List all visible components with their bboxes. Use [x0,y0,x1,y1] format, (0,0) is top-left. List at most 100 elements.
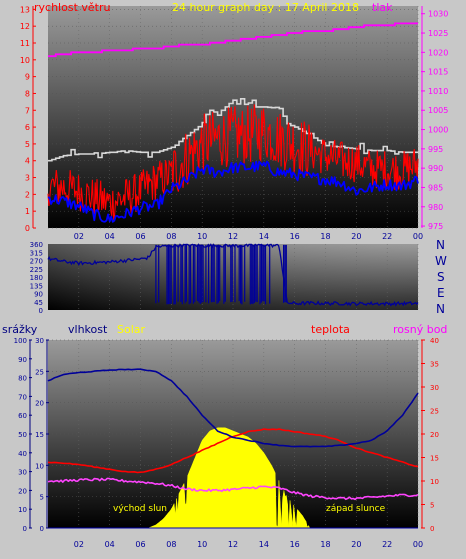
wind-speed-tick: 1 [25,207,30,216]
wind-speed-tick: 9 [25,73,30,82]
wind-speed-tick: 11 [20,39,30,48]
x-tick-label: 04 [105,232,115,241]
x-tick-label: 16 [290,540,300,549]
wind-speed-tick: 4 [25,157,30,166]
wind-speed-tick: 7 [25,106,30,115]
x-tick-label: 14 [259,540,269,549]
humidity-tick: 30 [35,337,44,345]
humidity-tick: 0 [40,525,44,533]
rain-tick: 30 [18,469,27,477]
rain-tick: 10 [18,506,27,514]
x-tick-label: 12 [228,540,238,549]
x-tick-label: 22 [382,232,392,241]
x-tick-label: 00 [413,232,423,241]
solar-axis-title: Solar [117,323,146,336]
direction-tick: 45 [34,299,43,307]
x-tick-label: 22 [382,540,392,549]
direction-tick: 225 [30,266,43,274]
x-tick-label: 10 [197,232,207,241]
x-tick-label: 18 [320,232,330,241]
rain-tick: 40 [18,450,27,458]
dir-label-n-bottom: N [436,302,445,316]
pressure-tick: 1015 [428,68,448,77]
pressure-tick: 1005 [428,106,448,115]
wind-speed-tick: 10 [20,56,30,65]
wind-direction-series [47,243,419,307]
wind-speed-series [47,104,419,221]
dir-label-e: E [437,286,445,300]
x-tick-label: 18 [320,540,330,549]
x-tick-label: 20 [351,540,361,549]
wind-speed-tick: 6 [25,123,30,132]
temperature-tick: 10 [430,478,439,486]
x-tick-label: 00 [413,540,423,549]
pressure-tick: 995 [428,145,443,154]
pressure-series [48,22,418,58]
wind-speed-tick: 0 [25,224,30,233]
chart-title: 24 hour graph day : 17 April 2018 [172,1,359,14]
x-tick-label: 12 [228,232,238,241]
rain-axis-title: srážky [2,323,38,336]
humidity-axis-title: vlhkost [68,323,108,336]
temperature-tick: 25 [430,408,439,416]
rain-tick: 70 [18,393,27,401]
wind-speed-tick: 13 [20,5,30,14]
x-tick-label: 10 [197,540,207,549]
direction-tick: 360 [30,241,43,249]
wind-speed-tick: 5 [25,140,30,149]
humidity-series [47,368,419,448]
x-tick-label: 02 [74,540,84,549]
direction-tick: 90 [34,291,43,299]
x-tick-label: 02 [74,232,84,241]
pressure-tick: 1010 [428,87,448,96]
sunrise-annotation: východ slun [113,504,167,514]
pressure-tick: 1025 [428,29,448,38]
x-tick-label: 16 [290,232,300,241]
rain-tick: 50 [18,431,27,439]
rain-tick: 100 [14,337,27,345]
pressure-axis-title: tlak [372,1,393,14]
wind-gust-series [48,98,418,162]
rain-tick: 80 [18,375,27,383]
dir-label-n-top: N [436,238,445,252]
wind-direction-band [155,244,287,305]
direction-tick: 135 [30,282,43,290]
x-tick-label: 04 [105,540,115,549]
sunset-annotation: západ slunce [326,504,386,514]
humidity-tick: 5 [40,494,44,502]
pressure-tick: 1030 [428,10,448,19]
wind-speed-tick: 12 [20,22,30,31]
temperature-tick: 5 [430,502,434,510]
dir-label-w: W [435,254,447,268]
temperature-tick: 20 [430,431,439,439]
wind-speed-tick: 8 [25,89,30,98]
dewpoint-series [47,477,419,501]
direction-tick: 270 [30,258,43,266]
x-tick-label: 08 [166,232,176,241]
solar-series [148,427,311,529]
temperature-tick: 30 [430,384,439,392]
x-tick-label: 06 [135,232,145,241]
pressure-tick: 975 [428,222,443,231]
humidity-tick: 25 [35,368,44,376]
humidity-tick: 10 [35,462,44,470]
dewpoint-axis-title: rosný bod [393,323,447,336]
rain-tick: 20 [18,487,27,495]
rain-tick: 90 [18,356,27,364]
humidity-tick: 15 [35,431,44,439]
humidity-tick: 20 [35,400,44,408]
x-tick-label: 06 [135,540,145,549]
direction-tick: 0 [39,307,43,315]
rain-tick: 60 [18,412,27,420]
direction-tick: 180 [30,274,43,282]
wind-speed-tick: 3 [25,174,30,183]
pressure-tick: 985 [428,183,443,192]
wind-speed-axis-title: rychlost větru [34,1,110,14]
temperature-tick: 0 [430,525,434,533]
rain-tick: 0 [23,525,27,533]
pressure-tick: 1000 [428,126,448,135]
temperature-tick: 40 [430,337,439,345]
pressure-tick: 1020 [428,48,448,57]
